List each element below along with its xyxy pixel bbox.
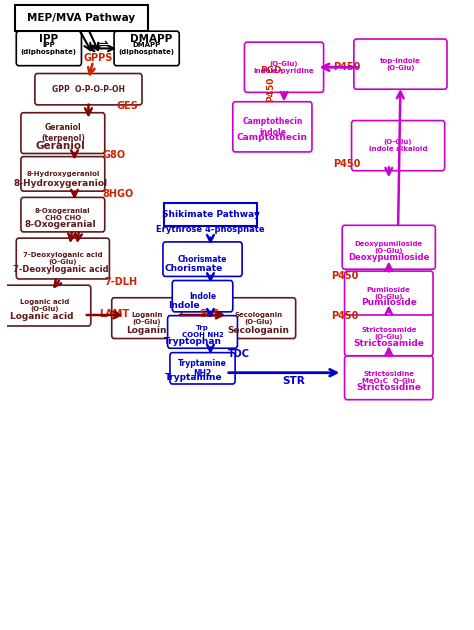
FancyBboxPatch shape bbox=[21, 197, 105, 232]
Text: (O-Glu)
indole alkaloid: (O-Glu) indole alkaloid bbox=[369, 139, 428, 152]
Text: Pumiloside: Pumiloside bbox=[361, 298, 417, 307]
FancyBboxPatch shape bbox=[21, 157, 105, 191]
Text: Secologanin
(O-Glu): Secologanin (O-Glu) bbox=[234, 312, 283, 324]
FancyBboxPatch shape bbox=[345, 271, 433, 315]
FancyBboxPatch shape bbox=[21, 113, 105, 154]
FancyBboxPatch shape bbox=[112, 298, 182, 338]
FancyBboxPatch shape bbox=[233, 101, 312, 152]
Text: Geraniol
(terpenol): Geraniol (terpenol) bbox=[41, 123, 85, 143]
FancyBboxPatch shape bbox=[221, 298, 296, 338]
Text: GPP  O-P-O-P-OH: GPP O-P-O-P-OH bbox=[52, 84, 125, 94]
Text: P450: P450 bbox=[331, 271, 358, 281]
FancyBboxPatch shape bbox=[0, 285, 91, 326]
FancyBboxPatch shape bbox=[342, 226, 435, 269]
Text: P450: P450 bbox=[333, 62, 361, 72]
Text: Loganin: Loganin bbox=[127, 326, 167, 335]
Text: Loganin
(O-Glu): Loganin (O-Glu) bbox=[131, 312, 162, 324]
Text: Deoxypumiloside
(O-Glu): Deoxypumiloside (O-Glu) bbox=[355, 241, 423, 254]
Text: IPP: IPP bbox=[39, 34, 58, 44]
Text: P450: P450 bbox=[334, 159, 361, 169]
Text: Strictosidine
MeO₂C  O-Glu: Strictosidine MeO₂C O-Glu bbox=[362, 371, 415, 384]
Text: 7-DLH: 7-DLH bbox=[105, 277, 138, 287]
FancyBboxPatch shape bbox=[114, 31, 179, 66]
Text: Loganic acid: Loganic acid bbox=[10, 312, 73, 321]
FancyBboxPatch shape bbox=[345, 312, 433, 356]
Text: Tryptamine: Tryptamine bbox=[164, 373, 222, 382]
Text: 8-Oxogeranial: 8-Oxogeranial bbox=[25, 219, 96, 229]
FancyBboxPatch shape bbox=[172, 280, 233, 312]
Text: PGD: PGD bbox=[260, 66, 282, 75]
Text: LAMT: LAMT bbox=[99, 309, 129, 319]
Text: GPPS: GPPS bbox=[83, 53, 112, 63]
FancyBboxPatch shape bbox=[345, 356, 433, 399]
Text: P450: P450 bbox=[266, 76, 275, 102]
Text: Loganic acid
(O-Glu): Loganic acid (O-Glu) bbox=[19, 299, 69, 312]
FancyBboxPatch shape bbox=[16, 31, 82, 66]
Text: Strictosamide: Strictosamide bbox=[353, 339, 424, 348]
Text: Secologanin: Secologanin bbox=[228, 326, 290, 335]
Text: Erythrose 4-phosphate: Erythrose 4-phosphate bbox=[156, 225, 265, 234]
FancyBboxPatch shape bbox=[163, 242, 242, 277]
FancyBboxPatch shape bbox=[354, 39, 447, 89]
Text: Camptothecin
indole: Camptothecin indole bbox=[242, 117, 302, 137]
Text: MEP/MVA Pathway: MEP/MVA Pathway bbox=[27, 13, 136, 23]
Text: P450: P450 bbox=[331, 311, 358, 321]
FancyBboxPatch shape bbox=[168, 316, 237, 348]
Text: SLS: SLS bbox=[199, 309, 220, 319]
Text: 8-Oxogeranial
CHO CHO: 8-Oxogeranial CHO CHO bbox=[35, 208, 91, 221]
Text: ⇌: ⇌ bbox=[97, 38, 108, 52]
Text: DMAPP
(diphosphate): DMAPP (diphosphate) bbox=[118, 42, 174, 55]
Text: 8HGO: 8HGO bbox=[102, 189, 134, 199]
FancyBboxPatch shape bbox=[164, 203, 257, 226]
FancyBboxPatch shape bbox=[15, 5, 148, 32]
Text: 7-Deoxyloganic acid
(O-Glu): 7-Deoxyloganic acid (O-Glu) bbox=[23, 252, 103, 265]
Text: Chorismate: Chorismate bbox=[178, 255, 227, 264]
Text: DMAPP: DMAPP bbox=[130, 34, 173, 44]
FancyBboxPatch shape bbox=[16, 238, 109, 279]
Text: Indole: Indole bbox=[189, 292, 216, 301]
FancyBboxPatch shape bbox=[352, 120, 445, 171]
Text: Indole: Indole bbox=[168, 301, 200, 310]
Text: 7-Deoxyloganic acid: 7-Deoxyloganic acid bbox=[13, 265, 109, 274]
Text: Trp
COOH NH2: Trp COOH NH2 bbox=[182, 326, 223, 338]
Text: Tryptamine
NH2: Tryptamine NH2 bbox=[178, 358, 227, 378]
Text: STR: STR bbox=[282, 376, 305, 386]
Text: 8-Hydroxygeraniol: 8-Hydroxygeraniol bbox=[13, 179, 108, 188]
Text: Pumiloside
(O-Glu): Pumiloside (O-Glu) bbox=[367, 287, 411, 299]
FancyBboxPatch shape bbox=[35, 74, 142, 105]
Text: Strictosamide
(O-Glu): Strictosamide (O-Glu) bbox=[361, 328, 417, 340]
Text: Camptothecin: Camptothecin bbox=[237, 133, 308, 142]
FancyBboxPatch shape bbox=[170, 353, 235, 384]
Text: GES: GES bbox=[117, 101, 138, 111]
Text: (O-Glu)
indole-pyridine: (O-Glu) indole-pyridine bbox=[254, 60, 314, 74]
Text: IPP
(diphosphate): IPP (diphosphate) bbox=[21, 42, 77, 55]
Text: top-indole
(O-Glu): top-indole (O-Glu) bbox=[380, 57, 421, 71]
Text: Strictosidine: Strictosidine bbox=[356, 383, 421, 392]
Text: Tryptophan: Tryptophan bbox=[164, 338, 222, 346]
Text: Geraniol: Geraniol bbox=[36, 140, 85, 151]
FancyBboxPatch shape bbox=[245, 42, 324, 93]
Text: Shikimate Pathway: Shikimate Pathway bbox=[162, 210, 259, 219]
Text: TDC: TDC bbox=[228, 349, 250, 359]
Text: G8O: G8O bbox=[102, 150, 126, 160]
Text: Chorismate: Chorismate bbox=[164, 264, 222, 273]
Text: Deoxypumiloside: Deoxypumiloside bbox=[348, 253, 429, 262]
Text: 8-Hydroxygeraniol: 8-Hydroxygeraniol bbox=[26, 171, 100, 177]
